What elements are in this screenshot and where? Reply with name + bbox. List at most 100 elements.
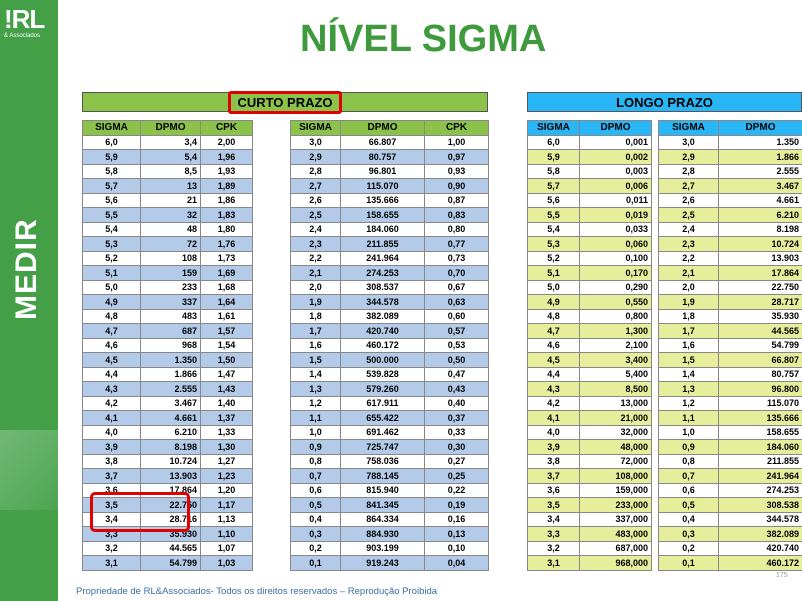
table-cell: 1,57 — [200, 323, 253, 339]
table-cell: 5,2 — [527, 250, 580, 266]
table-cell: 3,400 — [579, 352, 652, 368]
table-cell: 13.903 — [718, 250, 802, 266]
table-cell: 0,90 — [424, 178, 489, 194]
table-cell: 4,8 — [82, 308, 141, 324]
table-cell: 2,7 — [290, 178, 341, 194]
table-cell: 2,2 — [658, 250, 719, 266]
table-cell: 4,4 — [527, 366, 580, 382]
table-row: 4,4 5,400 — [527, 366, 652, 382]
table-cell: 1,8 — [658, 308, 719, 324]
table-cell: 4,6 — [527, 337, 580, 353]
table-cell: 1,1 — [658, 410, 719, 426]
table-cell: 3,7 — [82, 468, 141, 484]
table-cell: 1,96 — [200, 149, 253, 165]
table-cell: 108,000 — [579, 468, 652, 484]
table-cell: 1,40 — [200, 395, 253, 411]
table-cell: 0,003 — [579, 163, 652, 179]
table-row: 0,8 758.036 0,27 — [290, 453, 489, 469]
table-cell: 135.666 — [718, 410, 802, 426]
sidebar: !RL & Associados MEDIR — [0, 0, 58, 601]
table-cell: 44.565 — [140, 540, 201, 556]
table-cell: 0,9 — [658, 439, 719, 455]
table-cell: 0,8 — [290, 453, 341, 469]
table-row: 2,2 241.964 0,73 — [290, 250, 489, 266]
table-cell: 1,0 — [290, 424, 341, 440]
table-row: 3,5 22.750 1,17 — [82, 497, 253, 513]
table-row: 5,8 0,003 — [527, 163, 652, 179]
curto-prazo-header: CURTO PRAZO — [82, 90, 488, 114]
table-row: 0,1 919.243 0,04 — [290, 555, 489, 571]
table-cell: 6,0 — [527, 134, 580, 150]
table-cell: 22.750 — [140, 497, 201, 513]
table-cell: 5,3 — [527, 236, 580, 252]
table-row: 5,6 0,011 — [527, 192, 652, 208]
table-row: 2,6 135.666 0,87 — [290, 192, 489, 208]
table-cell: 32,000 — [579, 424, 652, 440]
table-row: 1,8 35.930 — [658, 308, 802, 324]
table-cell: 1,5 — [658, 352, 719, 368]
table-cell: 1,83 — [200, 207, 253, 223]
table-cell: 0,550 — [579, 294, 652, 310]
table-row: 3,0 66.807 1,00 — [290, 134, 489, 150]
table-cell: 2,9 — [658, 149, 719, 165]
table-cell: 483 — [140, 308, 201, 324]
table-cell: 3,1 — [527, 555, 580, 571]
table-cell: 5,2 — [82, 250, 141, 266]
footer-text: Propriedade de RL&Associados- Todos os d… — [76, 586, 438, 597]
table-row: 3,1 54.799 1,03 — [82, 555, 253, 571]
table-cell: 6,0 — [82, 134, 141, 150]
table-row: 2,4 184.060 0,80 — [290, 221, 489, 237]
table-cell: 1,4 — [658, 366, 719, 382]
table-row: 2,8 96.801 0,93 — [290, 163, 489, 179]
table-cell: 1,33 — [200, 424, 253, 440]
table-row: 5,5 32 1,83 — [82, 207, 253, 223]
col-sigma: SIGMA — [290, 120, 341, 136]
table-cell: 0,87 — [424, 192, 489, 208]
table-row: 2,6 4.661 — [658, 192, 802, 208]
table-cell: 1,5 — [290, 352, 341, 368]
table-cell: 0,4 — [658, 511, 719, 527]
table-cell: 4,4 — [82, 366, 141, 382]
table-cell: 3.467 — [140, 395, 201, 411]
table-cell: 1,07 — [200, 540, 253, 556]
table-cell: 1,27 — [200, 453, 253, 469]
table-cell: 344.578 — [718, 511, 802, 527]
table-cell: 1,73 — [200, 250, 253, 266]
table-cell: 2,6 — [290, 192, 341, 208]
table-cell: 884.930 — [340, 526, 425, 542]
table-cell: 66.807 — [340, 134, 425, 150]
table-row: 2,0 308.537 0,67 — [290, 279, 489, 295]
table-cell: 3.467 — [718, 178, 802, 194]
col-dpmo: DPMO — [140, 120, 201, 136]
table-row: 5,9 0,002 — [527, 149, 652, 165]
table-cell: 0,800 — [579, 308, 652, 324]
table-cell: 1,68 — [200, 279, 253, 295]
table-cell: 0,5 — [290, 497, 341, 513]
table-row: 3,5 233,000 — [527, 497, 652, 513]
table-row: 6,0 3,4 2,00 — [82, 134, 253, 150]
table-cell: 5,4 — [527, 221, 580, 237]
table-cell: 0,002 — [579, 149, 652, 165]
table-row: 1,4 80.757 — [658, 366, 802, 382]
table-cell: 483,000 — [579, 526, 652, 542]
table-cell: 0,13 — [424, 526, 489, 542]
table-cell: 80.757 — [718, 366, 802, 382]
table-row: 4,1 21,000 — [527, 410, 652, 426]
table-cell: 337 — [140, 294, 201, 310]
table-cell: 96.801 — [340, 163, 425, 179]
table-cell: 0,3 — [290, 526, 341, 542]
table-cell: 2,100 — [579, 337, 652, 353]
table-cell: 0,93 — [424, 163, 489, 179]
table-cell: 3,4 — [140, 134, 201, 150]
table-cell: 1,3 — [658, 381, 719, 397]
table-cell: 1,3 — [290, 381, 341, 397]
table-cell: 0,25 — [424, 468, 489, 484]
table-cell: 4,0 — [82, 424, 141, 440]
table-cell: 2,5 — [290, 207, 341, 223]
table-cell: 1,30 — [200, 439, 253, 455]
table-cell: 4,9 — [527, 294, 580, 310]
table-cell: 108 — [140, 250, 201, 266]
table-cell: 4,9 — [82, 294, 141, 310]
table-row: 3,2 687,000 — [527, 540, 652, 556]
table-cell: 54.799 — [718, 337, 802, 353]
